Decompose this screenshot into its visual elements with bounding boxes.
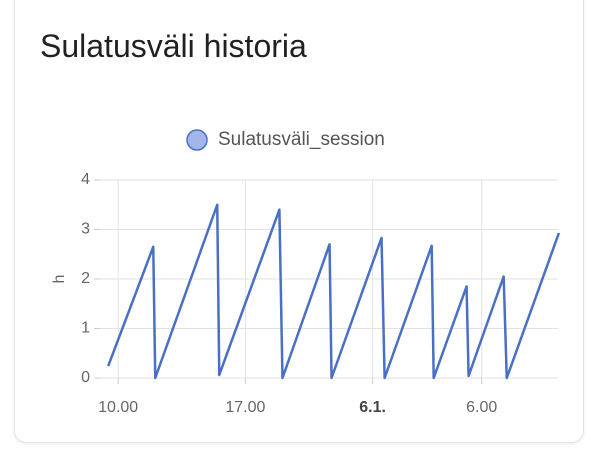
x-tick-label: 17.00	[225, 399, 265, 416]
x-tick-label: 6.1.	[359, 399, 386, 416]
card	[14, 0, 584, 443]
legend-label: Sulatusväli_session	[218, 129, 385, 150]
series-line	[107, 203, 561, 380]
card-title: Sulatusväli historia	[40, 28, 307, 64]
x-tick-label: 10.00	[98, 399, 138, 416]
y-tick-label: 1	[81, 320, 90, 337]
legend-swatch	[186, 129, 208, 151]
x-tick-label: 6.00	[466, 399, 497, 416]
y-tick-label: 2	[81, 270, 90, 287]
y-tick-label: 3	[81, 221, 90, 238]
y-axis-label: h	[51, 275, 68, 284]
y-tick-label: 0	[81, 369, 90, 386]
y-tick-label: 4	[81, 171, 90, 188]
